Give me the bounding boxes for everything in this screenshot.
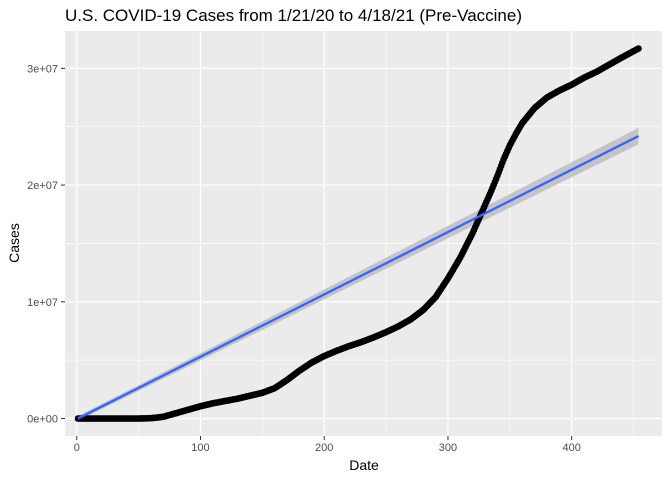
x-tick-label: 0 <box>74 442 80 454</box>
x-tick-label: 200 <box>315 442 333 454</box>
y-axis-title: Cases <box>6 223 22 263</box>
y-axis-ticks: 0e+00 1e+07 2e+07 3e+07 <box>27 63 65 425</box>
cases-points <box>74 45 642 422</box>
x-tick-label: 100 <box>191 442 209 454</box>
plot-panel <box>65 31 662 436</box>
fit-line <box>77 134 640 420</box>
chart-title: U.S. COVID-19 Cases from 1/21/20 to 4/18… <box>65 6 522 25</box>
data-point <box>635 45 642 52</box>
minor-gridlines <box>65 31 662 436</box>
y-tick-label: 1e+07 <box>27 297 58 309</box>
x-tick-label: 300 <box>439 442 457 454</box>
x-axis-ticks: 0 100 200 300 400 <box>74 436 581 454</box>
x-tick-label: 400 <box>562 442 580 454</box>
y-tick-label: 3e+07 <box>27 63 58 75</box>
x-axis-title: Date <box>349 457 379 473</box>
linear-fit <box>77 134 640 420</box>
y-tick-label: 2e+07 <box>27 180 58 192</box>
y-tick-label: 0e+00 <box>27 413 58 425</box>
